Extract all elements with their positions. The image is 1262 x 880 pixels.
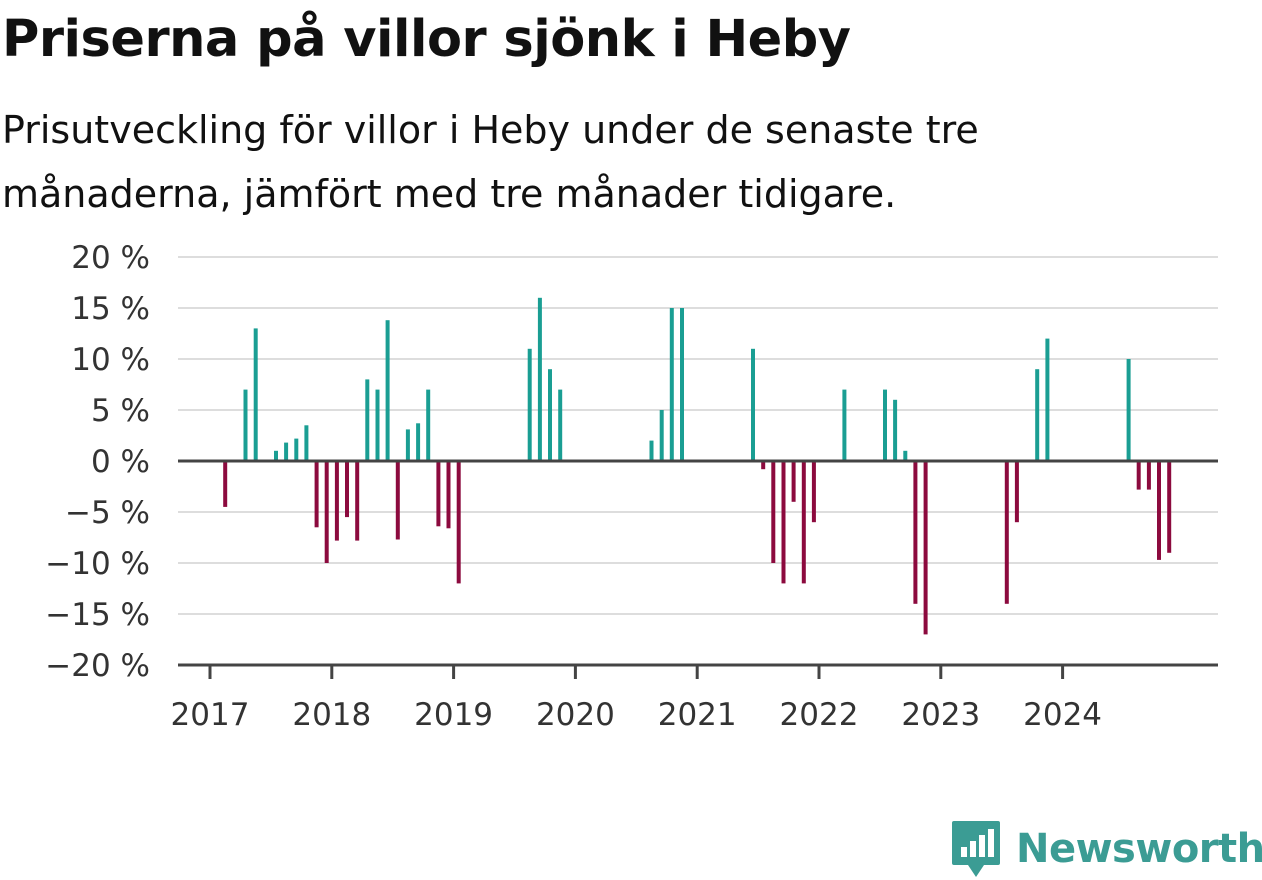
bar <box>761 461 766 470</box>
bar <box>1004 461 1009 604</box>
bar <box>781 461 786 584</box>
bar <box>527 348 532 461</box>
y-tick-label: 15 % <box>71 291 150 327</box>
bar <box>274 450 278 461</box>
y-tick-label: 0 % <box>91 444 150 480</box>
bar <box>801 461 806 584</box>
x-tick-label: 2022 <box>780 697 859 733</box>
bar <box>456 461 461 584</box>
bar <box>334 461 339 541</box>
y-tick-label: −20 % <box>45 648 150 684</box>
bar <box>345 461 349 518</box>
bar <box>426 389 431 461</box>
bar <box>1045 338 1050 461</box>
bar <box>1146 461 1151 490</box>
bar <box>436 461 441 527</box>
bar <box>669 308 674 461</box>
bar <box>385 320 390 461</box>
bar <box>355 461 360 541</box>
bar <box>243 389 248 461</box>
x-tick-label: 2019 <box>414 697 493 733</box>
x-tick-label: 2024 <box>1023 697 1102 733</box>
x-axis-labels: 2017 2018 2019 2020 2021 2022 2023 2024 <box>171 697 1103 733</box>
bar <box>771 461 776 563</box>
x-tick-label: 2021 <box>658 697 737 733</box>
bar <box>893 399 898 461</box>
bar <box>1035 369 1040 461</box>
bar <box>1157 461 1161 560</box>
chart-subtitle: Prisutveckling för villor i Heby under d… <box>2 108 979 216</box>
x-tick-label: 2023 <box>901 697 980 733</box>
bar <box>537 297 542 461</box>
bar <box>1126 359 1131 461</box>
gridlines <box>178 256 1218 615</box>
bar <box>1014 461 1019 523</box>
bar <box>548 369 552 461</box>
bar <box>395 461 400 540</box>
bar <box>913 461 918 604</box>
bar-chart: 20 % 15 % 10 % 5 % 0 % −5 % −10 % −15 % −20 % 20… <box>45 240 1218 733</box>
bar <box>1136 461 1141 490</box>
brand-logo: Newsworthy <box>950 818 1262 880</box>
bar <box>680 308 684 461</box>
x-tick-label: 2017 <box>171 697 250 733</box>
bar <box>659 410 664 461</box>
axes <box>178 459 1218 679</box>
y-tick-label: 10 % <box>71 342 150 378</box>
newsworthy-logo-icon <box>952 821 1000 877</box>
y-tick-label: −10 % <box>45 546 150 582</box>
bar <box>558 389 563 461</box>
y-tick-label: −5 % <box>65 495 150 531</box>
bar <box>375 389 380 461</box>
y-axis-labels: 20 % 15 % 10 % 5 % 0 % −5 % −10 % −15 % −20 % <box>45 240 150 684</box>
bar <box>253 328 258 461</box>
chart-title: Priserna på villor sjönk i Heby <box>2 10 851 69</box>
bar <box>314 461 319 528</box>
bar <box>365 379 370 461</box>
bar <box>223 461 228 507</box>
y-tick-label: 20 % <box>71 240 150 276</box>
bar <box>903 450 908 461</box>
bar <box>649 440 654 461</box>
x-tick-label: 2018 <box>292 697 371 733</box>
bar <box>324 461 329 563</box>
bar <box>811 461 816 523</box>
x-tick-label: 2020 <box>536 697 615 733</box>
bar <box>791 461 796 502</box>
y-tick-label: 5 % <box>91 393 150 429</box>
bar <box>304 425 309 461</box>
bar <box>284 442 289 461</box>
bar <box>923 461 928 635</box>
bar <box>842 389 847 461</box>
bar <box>294 438 299 461</box>
brand-name: Newsworthy <box>1016 826 1262 872</box>
bar <box>416 423 421 461</box>
bars <box>223 297 1172 635</box>
bar <box>883 389 887 461</box>
bar <box>751 348 755 461</box>
bar <box>405 429 410 461</box>
bar <box>446 461 451 529</box>
y-tick-label: −15 % <box>45 597 150 633</box>
bar <box>1167 461 1172 553</box>
